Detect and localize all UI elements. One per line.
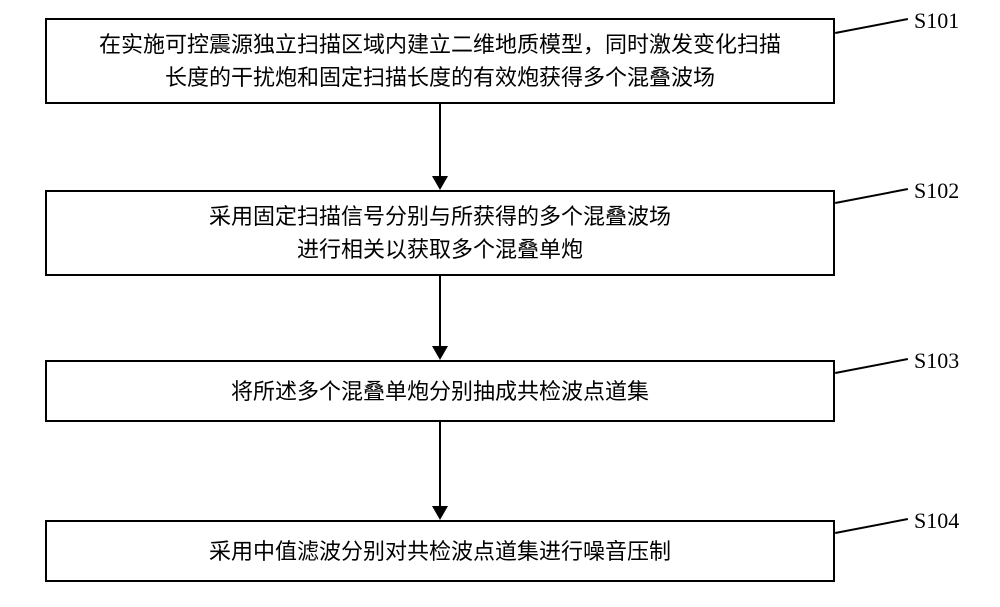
leader-line-1 bbox=[835, 18, 908, 34]
flow-node-text-4: 采用中值滤波分别对共检波点道集进行噪音压制 bbox=[47, 535, 833, 568]
flow-node-2: 采用固定扫描信号分别与所获得的多个混叠波场 进行相关以获取多个混叠单炮 bbox=[45, 190, 835, 276]
step-label-4: S104 bbox=[914, 508, 959, 534]
flow-node-4: 采用中值滤波分别对共检波点道集进行噪音压制 bbox=[45, 520, 835, 582]
flow-node-text-2: 采用固定扫描信号分别与所获得的多个混叠波场 进行相关以获取多个混叠单炮 bbox=[47, 200, 833, 266]
flow-node-1: 在实施可控震源独立扫描区域内建立二维地质模型，同时激发变化扫描 长度的干扰炮和固… bbox=[45, 18, 835, 104]
arrow-head-icon-1 bbox=[432, 176, 448, 190]
step-label-2: S102 bbox=[914, 178, 959, 204]
flow-node-text-3: 将所述多个混叠单炮分别抽成共检波点道集 bbox=[47, 375, 833, 408]
arrow-head-icon-3 bbox=[432, 506, 448, 520]
flow-node-3: 将所述多个混叠单炮分别抽成共检波点道集 bbox=[45, 360, 835, 422]
leader-line-3 bbox=[835, 358, 908, 374]
arrow-shaft-3 bbox=[439, 422, 441, 506]
arrow-head-icon-2 bbox=[432, 346, 448, 360]
arrow-shaft-2 bbox=[439, 276, 441, 346]
step-label-3: S103 bbox=[914, 348, 959, 374]
flow-node-text-1: 在实施可控震源独立扫描区域内建立二维地质模型，同时激发变化扫描 长度的干扰炮和固… bbox=[47, 28, 833, 94]
arrow-shaft-1 bbox=[439, 104, 441, 176]
leader-line-2 bbox=[835, 188, 908, 204]
flowchart-canvas: 在实施可控震源独立扫描区域内建立二维地质模型，同时激发变化扫描 长度的干扰炮和固… bbox=[0, 0, 1000, 607]
step-label-1: S101 bbox=[914, 8, 959, 34]
leader-line-4 bbox=[835, 518, 908, 534]
